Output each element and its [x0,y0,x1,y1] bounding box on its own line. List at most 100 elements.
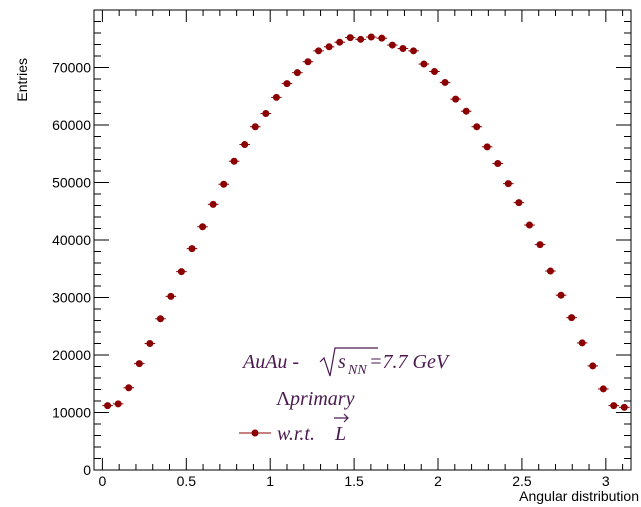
legend-vector-l: L [334,423,346,445]
data-point [460,107,472,115]
marker [452,95,460,103]
marker [125,384,133,392]
y-tick-label: 40000 [52,232,91,248]
legend-label: w.r.t. [277,423,315,445]
x-tick-label: 3 [602,473,610,489]
data-point [344,34,356,42]
x-tick-label: 2 [434,473,442,489]
data-point [186,245,198,253]
marker [114,400,122,408]
y-tick-label: 0 [83,462,91,478]
data-point [492,160,504,168]
data-point [176,268,187,276]
marker [599,385,607,393]
data-point [144,340,156,347]
marker [494,160,502,168]
marker [420,60,428,68]
vector-arrow [334,413,349,423]
marker [315,47,323,55]
marker [410,47,418,55]
marker [473,123,481,131]
marker [483,143,491,151]
data-point [292,69,303,77]
data-point [429,68,440,76]
marker [525,221,533,229]
marker [388,41,396,49]
marker [241,141,249,149]
x-tick-label: 0 [98,473,106,489]
marker [441,78,449,86]
data-point [271,93,282,101]
marker [578,339,586,347]
lambda-symbol: Λ [276,388,291,410]
marker [177,268,185,276]
marker [378,34,386,42]
marker [209,200,217,208]
annotation-sub-nn: NN [347,363,367,378]
marker [620,403,628,411]
annotation-line1-suffix: =7.7 GeV [369,351,451,373]
x-axis-title: Angular distribution [519,488,639,504]
tick-labels: 0 0.5 1 1.5 2 2.5 3 0 10000 20000 30000 40000 50000 6… [52,60,610,490]
data-point [587,362,599,370]
y-tick-label: 20000 [52,347,91,363]
marker [568,314,576,322]
annotation-line1-prefix: AuAu - [241,351,299,373]
data-point [123,384,135,392]
data-point [165,292,177,300]
data-point [365,33,377,41]
marker [230,157,238,165]
data-point [608,402,620,410]
data-point [197,223,208,231]
marker [336,38,344,46]
data-point [334,38,345,46]
sqrt-symbol [319,347,378,377]
marker [283,80,291,88]
data-point [418,60,430,68]
marker [367,33,375,41]
data-point [112,400,124,408]
annotation-line2-text: primary [288,388,355,410]
data-point [598,385,609,393]
data-point [576,339,588,347]
data-point [534,241,546,249]
marker [188,245,196,253]
marker [199,223,207,231]
marker [399,45,407,53]
data-markers [102,33,630,411]
data-point [134,360,145,368]
data-point [555,291,567,299]
data-point [439,78,451,86]
data-point [513,199,525,207]
data-point [545,267,556,275]
marker [272,93,280,101]
marker [304,58,312,66]
marker [135,360,143,368]
data-point [239,141,250,149]
marker [546,267,554,275]
marker [104,402,112,410]
marker [346,34,354,42]
y-tick-label: 50000 [52,175,91,191]
data-point [249,123,261,131]
data-point [228,157,240,165]
data-point [566,314,577,322]
data-point [302,58,314,66]
marker [146,340,154,347]
marker [462,107,470,115]
marker [167,292,175,300]
data-point [355,35,366,43]
annotation-collision: AuAu - s NN =7.7 GeV [241,347,451,378]
marker [610,402,618,410]
data-point [397,45,409,53]
marker [220,180,228,188]
marker [536,241,544,249]
y-tick-label: 60000 [52,117,91,133]
data-point [313,47,324,55]
data-point [471,123,483,131]
x-tick-label: 1 [266,473,274,489]
marker [430,68,438,76]
data-point [376,34,388,42]
